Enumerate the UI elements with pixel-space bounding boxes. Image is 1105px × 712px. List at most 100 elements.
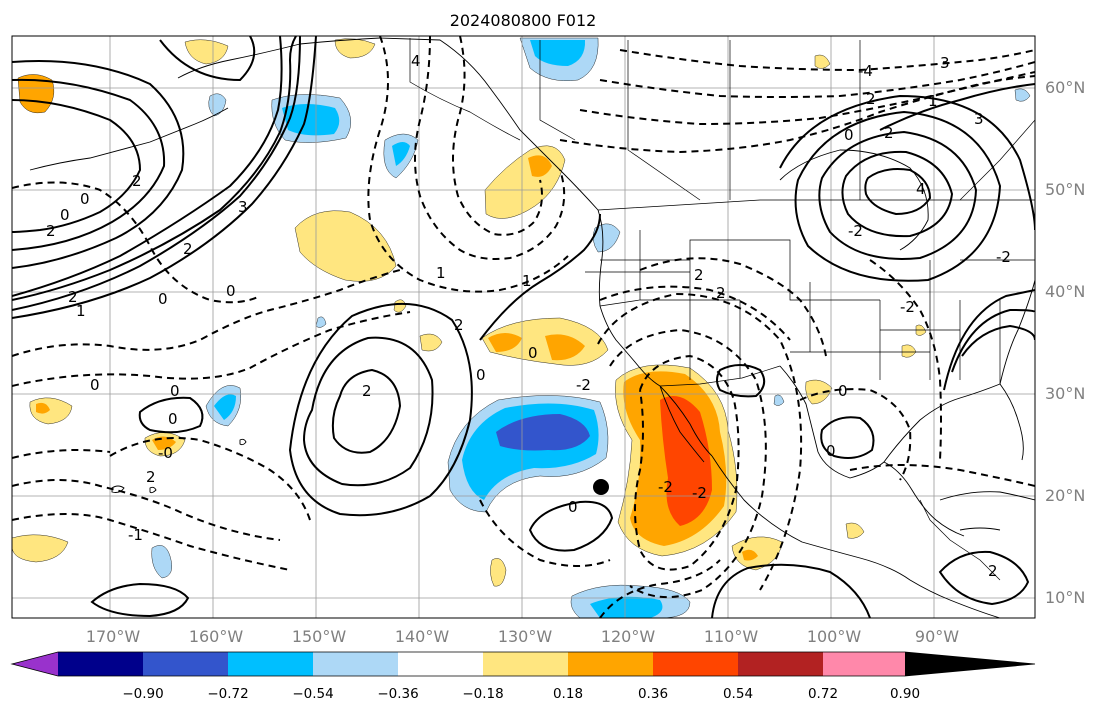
contour-west-low-3 [12, 479, 281, 541]
shade-blue-top [530, 40, 586, 66]
contour-east-us-1 [869, 259, 942, 461]
border-us-canada [597, 199, 1035, 211]
lon-label: 170°W [86, 627, 141, 646]
contour-north-canada-2 [599, 61, 1035, 98]
coastline-hawaii [111, 438, 247, 494]
colorbar-segment [823, 652, 905, 676]
shade-royalblue-central [496, 414, 590, 451]
contour-label: -2 [900, 298, 915, 316]
lat-label: 50°N [1045, 180, 1085, 199]
border-states-1 [585, 239, 961, 380]
coastline-mexico-west [711, 455, 1001, 618]
contour-label: 2 [146, 468, 156, 486]
contour-subtropical-high-4 [479, 213, 601, 341]
latitude-labels: 60°N 50°N 40°N 30°N 20°N 10°N [1045, 78, 1085, 607]
contour-label: 2 [46, 222, 56, 240]
shade-yellow-gulfmx [805, 379, 833, 405]
colorbar: −0.90 −0.72 −0.54 −0.36 −0.18 0.18 0.36 … [10, 651, 1036, 702]
contour-label: -2 [576, 376, 591, 394]
contour-north-pacific-2 [12, 36, 297, 301]
figure-title: 2024080800 F012 [450, 11, 597, 30]
colorbar-ticks: −0.90 −0.72 −0.54 −0.36 −0.18 0.18 0.36 … [122, 686, 920, 702]
coastline-florida-atlantic [999, 279, 1035, 461]
contour-label: 0 [170, 382, 180, 400]
coastline-baja [659, 385, 713, 463]
contour-label: 0 [158, 290, 168, 308]
contour-north-canada-4 [559, 75, 1035, 154]
contour-west-pacific-1 [12, 269, 401, 357]
contour-gulf-alaska-2 [452, 36, 543, 236]
contour-label: 0 [826, 442, 836, 460]
shade-orange-west1 [36, 402, 50, 414]
contour-layer [12, 36, 1035, 618]
lon-label: 120°W [601, 627, 656, 646]
shade-blue-gulf [392, 142, 410, 166]
contour-east-ridge-1 [961, 324, 1035, 357]
lat-label: 40°N [1045, 282, 1085, 301]
shade-orange-mid [488, 333, 585, 361]
contour-central-us-3 [716, 364, 766, 398]
contour-aleutian-low-3 [12, 59, 185, 269]
coastlines [29, 37, 1035, 618]
contour-subtropical-high-1 [331, 368, 402, 454]
contour-aleutian-low-2 [12, 78, 166, 251]
contour-east-ridge-2 [951, 308, 1035, 373]
shade-orange-se [742, 549, 758, 561]
shade-yellow-small [393, 299, 443, 352]
contour-label: 0 [80, 190, 90, 208]
lon-label: 150°W [292, 627, 347, 646]
lon-label: 160°W [189, 627, 244, 646]
colorbar-segment [398, 652, 483, 676]
contour-label: 1 [76, 302, 86, 320]
shade-blue-west [214, 394, 236, 420]
contour-hudson-low-1 [864, 168, 932, 216]
contour-label: 2 [716, 284, 726, 302]
contour-central-high-1 [528, 500, 614, 552]
contour-northeast-1 [879, 83, 1035, 131]
graticule [12, 36, 1035, 618]
contour-label: 2 [694, 266, 704, 284]
contour-label: -2 [658, 478, 673, 496]
contour-north-pacific-4 [12, 36, 301, 311]
contour-west-low-4 [12, 513, 291, 571]
contour-north-pacific-3 [12, 36, 283, 297]
shade-yellow-se [731, 536, 783, 571]
coastline-gulf-mexico [779, 365, 1001, 479]
contour-label: 0 [528, 344, 538, 362]
map-panel: 4 0 0 2 3 2 2 1 0 0 0 2 1 1 2 2 0 0 -2 2 [11, 35, 1036, 619]
coastline-cuba-caribbean [939, 491, 1035, 531]
contour-label: 2 [454, 316, 464, 334]
contour-hudson-low-4 [794, 110, 1002, 282]
coastline-yucatan [883, 461, 965, 537]
contour-gulf-alaska-3 [367, 36, 569, 293]
contour-label: 0 [168, 410, 178, 428]
shade-yellow-s [490, 558, 507, 587]
shade-yellow-sw [12, 534, 69, 563]
contour-sw-high [90, 582, 190, 618]
shade-red-baja [660, 396, 712, 526]
colorbar-extend-left [12, 652, 58, 676]
contour-label: 2 [884, 124, 894, 142]
contour-label: 2 [866, 90, 876, 108]
coastline-aleutians [29, 107, 229, 171]
contour-label: 4 [411, 52, 421, 70]
contour-baja-low-2 [609, 328, 767, 599]
colorbar-tick-label: 0.72 [808, 686, 838, 702]
contour-label: -0 [158, 444, 173, 462]
contour-label: 2 [132, 172, 142, 190]
lon-label: 100°W [807, 627, 862, 646]
contour-label: 3 [940, 54, 950, 72]
contour-hudson-low-5 [779, 94, 1035, 231]
colorbar-segment [143, 652, 228, 676]
colorbar-segment [228, 652, 313, 676]
coastline-hudson [779, 149, 929, 251]
contour-label: 0 [838, 382, 848, 400]
contour-east-ridge-3 [943, 289, 1035, 391]
colorbar-segment [313, 652, 398, 676]
contour-label: 1 [522, 272, 532, 290]
contour-gulf-mexico-low [799, 388, 912, 481]
contour-hudson-low-3 [818, 130, 978, 260]
contour-label: 0 [226, 282, 236, 300]
map-frame [11, 35, 1036, 619]
